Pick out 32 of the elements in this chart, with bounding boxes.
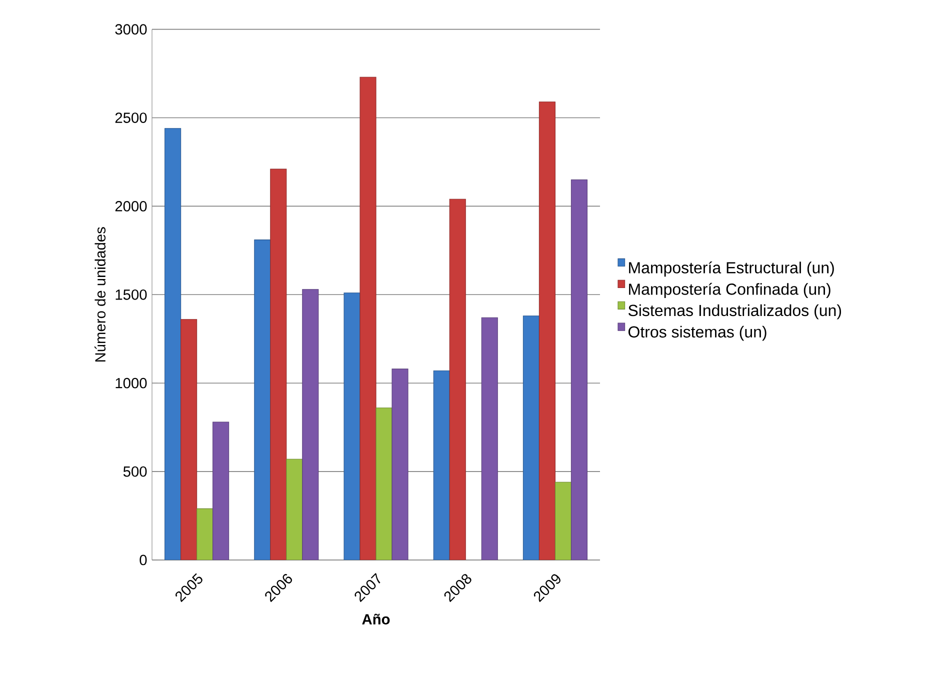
- bar: [522, 316, 540, 560]
- bar: [180, 319, 198, 560]
- legend-label: Otros sistemas (un): [628, 326, 766, 341]
- bar: [212, 422, 230, 560]
- bar: [360, 76, 376, 560]
- bar: [164, 128, 182, 560]
- y-tick-label: 500: [123, 466, 147, 477]
- bar: [286, 458, 303, 560]
- bar: [433, 370, 450, 560]
- bar: [392, 368, 408, 560]
- bar: [196, 508, 214, 560]
- legend-label: Mampostería Confinada (un): [629, 282, 830, 298]
- legend-label: Mampostería Estructural (un): [629, 261, 834, 277]
- bar: [570, 179, 588, 560]
- y-tick-label: 3000: [115, 24, 147, 35]
- bar: [270, 168, 287, 560]
- bar: [376, 408, 392, 560]
- y-tick-label: 2000: [115, 201, 147, 212]
- bar: [554, 482, 572, 560]
- y-tick-label: 2500: [115, 112, 147, 123]
- y-tick-label: 1000: [116, 378, 147, 388]
- bar: [538, 102, 556, 560]
- bar: [481, 317, 498, 560]
- y-axis-title: Número de unidades: [94, 227, 106, 362]
- legend-label: Sistemas Industrializados (un): [628, 304, 842, 320]
- bar: [449, 198, 466, 560]
- bar: [344, 292, 360, 560]
- bar: [254, 240, 271, 560]
- bar: [302, 289, 319, 560]
- y-tick-label: 1500: [116, 289, 147, 300]
- x-axis-title: Año: [362, 614, 390, 624]
- y-tick-label: 0: [140, 554, 147, 566]
